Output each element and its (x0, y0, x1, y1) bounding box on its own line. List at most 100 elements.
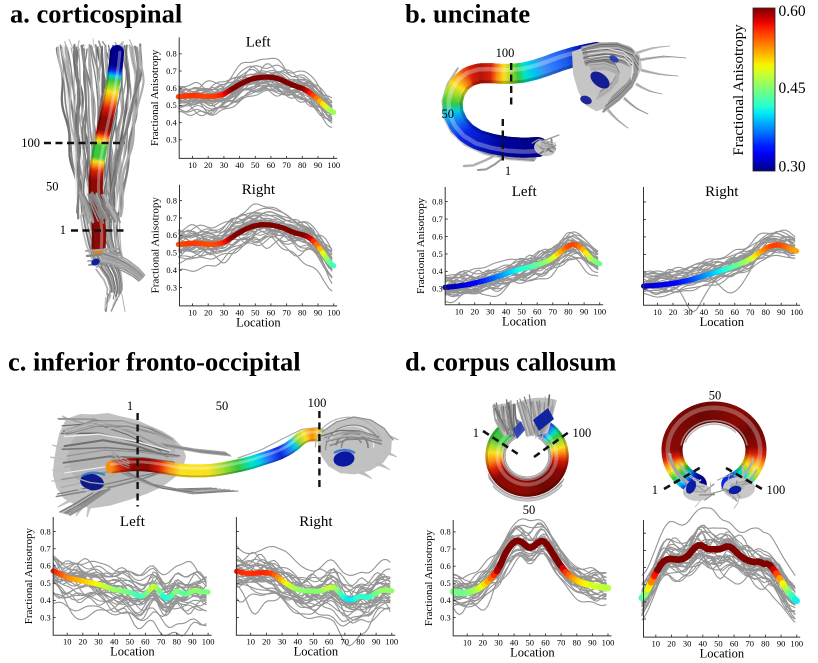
svg-text:0.8: 0.8 (166, 195, 177, 205)
svg-text:0.30: 0.30 (779, 159, 806, 176)
svg-text:30: 30 (278, 637, 287, 647)
svg-text:0.3: 0.3 (166, 135, 177, 145)
svg-text:100: 100 (767, 483, 786, 497)
svg-text:100: 100 (593, 306, 606, 316)
svg-text:70: 70 (157, 637, 166, 647)
svg-text:40: 40 (235, 307, 244, 317)
svg-text:80: 80 (761, 307, 770, 317)
svg-text:0.7: 0.7 (166, 213, 177, 223)
svg-text:0.3: 0.3 (166, 282, 177, 292)
svg-text:50: 50 (309, 637, 318, 647)
svg-text:Fractional Anisotropy: Fractional Anisotropy (150, 197, 162, 294)
svg-text:80: 80 (573, 637, 582, 647)
svg-text:Location: Location (510, 645, 555, 659)
svg-text:Left: Left (120, 514, 146, 530)
svg-text:Right: Right (705, 184, 739, 200)
svg-text:80: 80 (298, 307, 307, 317)
svg-text:20: 20 (204, 160, 213, 170)
svg-text:50: 50 (216, 399, 229, 413)
svg-text:0.6: 0.6 (40, 561, 51, 571)
svg-text:60: 60 (267, 160, 276, 170)
svg-text:40: 40 (502, 306, 511, 316)
svg-text:50: 50 (714, 639, 723, 649)
svg-text:Fractional Anisotropy: Fractional Anisotropy (149, 49, 161, 146)
svg-text:0.5: 0.5 (166, 248, 177, 258)
svg-text:70: 70 (341, 637, 350, 647)
svg-text:40: 40 (235, 160, 244, 170)
svg-text:0.6: 0.6 (432, 231, 443, 241)
svg-text:0.5: 0.5 (40, 578, 51, 588)
svg-text:20: 20 (669, 307, 678, 317)
svg-text:1: 1 (127, 399, 133, 413)
svg-text:100: 100 (327, 307, 340, 317)
svg-text:10: 10 (463, 637, 472, 647)
svg-text:90: 90 (188, 637, 197, 647)
svg-text:0.7: 0.7 (440, 544, 451, 554)
svg-text:100: 100 (573, 426, 592, 440)
svg-text:50: 50 (126, 637, 135, 647)
svg-text:Fractional Anisotropy: Fractional Anisotropy (423, 529, 435, 626)
svg-text:100: 100 (602, 637, 615, 647)
svg-text:70: 70 (746, 307, 755, 317)
svg-text:Location: Location (236, 315, 281, 329)
svg-text:70: 70 (282, 307, 291, 317)
svg-text:60: 60 (541, 637, 550, 647)
svg-text:30: 30 (220, 307, 229, 317)
svg-text:40: 40 (510, 637, 519, 647)
svg-text:100: 100 (202, 637, 215, 647)
svg-text:20: 20 (204, 307, 213, 317)
svg-text:0.7: 0.7 (40, 544, 51, 554)
svg-text:Fractional Anisotropy: Fractional Anisotropy (23, 527, 35, 624)
svg-text:50: 50 (517, 306, 526, 316)
svg-text:10: 10 (188, 307, 197, 317)
svg-text:40: 40 (699, 639, 708, 649)
svg-text:30: 30 (684, 307, 693, 317)
svg-text:20: 20 (470, 306, 479, 316)
svg-text:0.3: 0.3 (440, 612, 451, 622)
svg-text:0.6: 0.6 (166, 230, 177, 240)
svg-text:0.8: 0.8 (432, 196, 443, 206)
svg-text:50: 50 (46, 180, 59, 194)
svg-text:0.4: 0.4 (432, 266, 443, 276)
svg-text:90: 90 (314, 160, 323, 170)
svg-text:0.8: 0.8 (440, 527, 451, 537)
svg-text:70: 70 (282, 160, 291, 170)
svg-text:0.8: 0.8 (40, 526, 51, 536)
svg-text:0.4: 0.4 (40, 595, 51, 605)
svg-text:1: 1 (652, 483, 658, 497)
svg-text:90: 90 (314, 307, 323, 317)
svg-text:50: 50 (709, 389, 722, 403)
svg-text:1: 1 (505, 164, 511, 178)
svg-text:Fractional Anisotropy: Fractional Anisotropy (415, 197, 427, 294)
svg-text:0.7: 0.7 (432, 214, 443, 224)
svg-text:40: 40 (293, 637, 302, 647)
svg-text:1: 1 (473, 426, 479, 440)
svg-text:50: 50 (523, 503, 536, 517)
svg-text:50: 50 (526, 637, 535, 647)
svg-text:Location: Location (700, 647, 745, 661)
svg-text:100: 100 (385, 637, 398, 647)
svg-text:10: 10 (63, 637, 72, 647)
svg-text:0.45: 0.45 (779, 80, 806, 97)
svg-text:Location: Location (700, 315, 745, 329)
svg-text:50: 50 (251, 307, 260, 317)
svg-text:80: 80 (564, 306, 573, 316)
svg-text:Location: Location (294, 645, 339, 659)
svg-text:100: 100 (790, 639, 803, 649)
svg-text:Fractional Anisotropy: Fractional Anisotropy (731, 24, 747, 156)
svg-text:60: 60 (731, 307, 740, 317)
svg-text:60: 60 (533, 306, 542, 316)
svg-text:Left: Left (512, 184, 538, 200)
svg-text:0.6: 0.6 (166, 83, 177, 93)
svg-text:0.4: 0.4 (440, 595, 451, 605)
svg-text:90: 90 (777, 307, 786, 317)
svg-text:0.4: 0.4 (166, 265, 177, 275)
svg-text:b. uncinate: b. uncinate (405, 0, 530, 29)
svg-text:Left: Left (246, 34, 272, 50)
svg-text:Right: Right (299, 514, 333, 530)
svg-text:60: 60 (141, 637, 150, 647)
svg-text:30: 30 (683, 639, 692, 649)
svg-text:50: 50 (715, 307, 724, 317)
svg-text:10: 10 (455, 306, 464, 316)
svg-text:20: 20 (479, 637, 488, 647)
